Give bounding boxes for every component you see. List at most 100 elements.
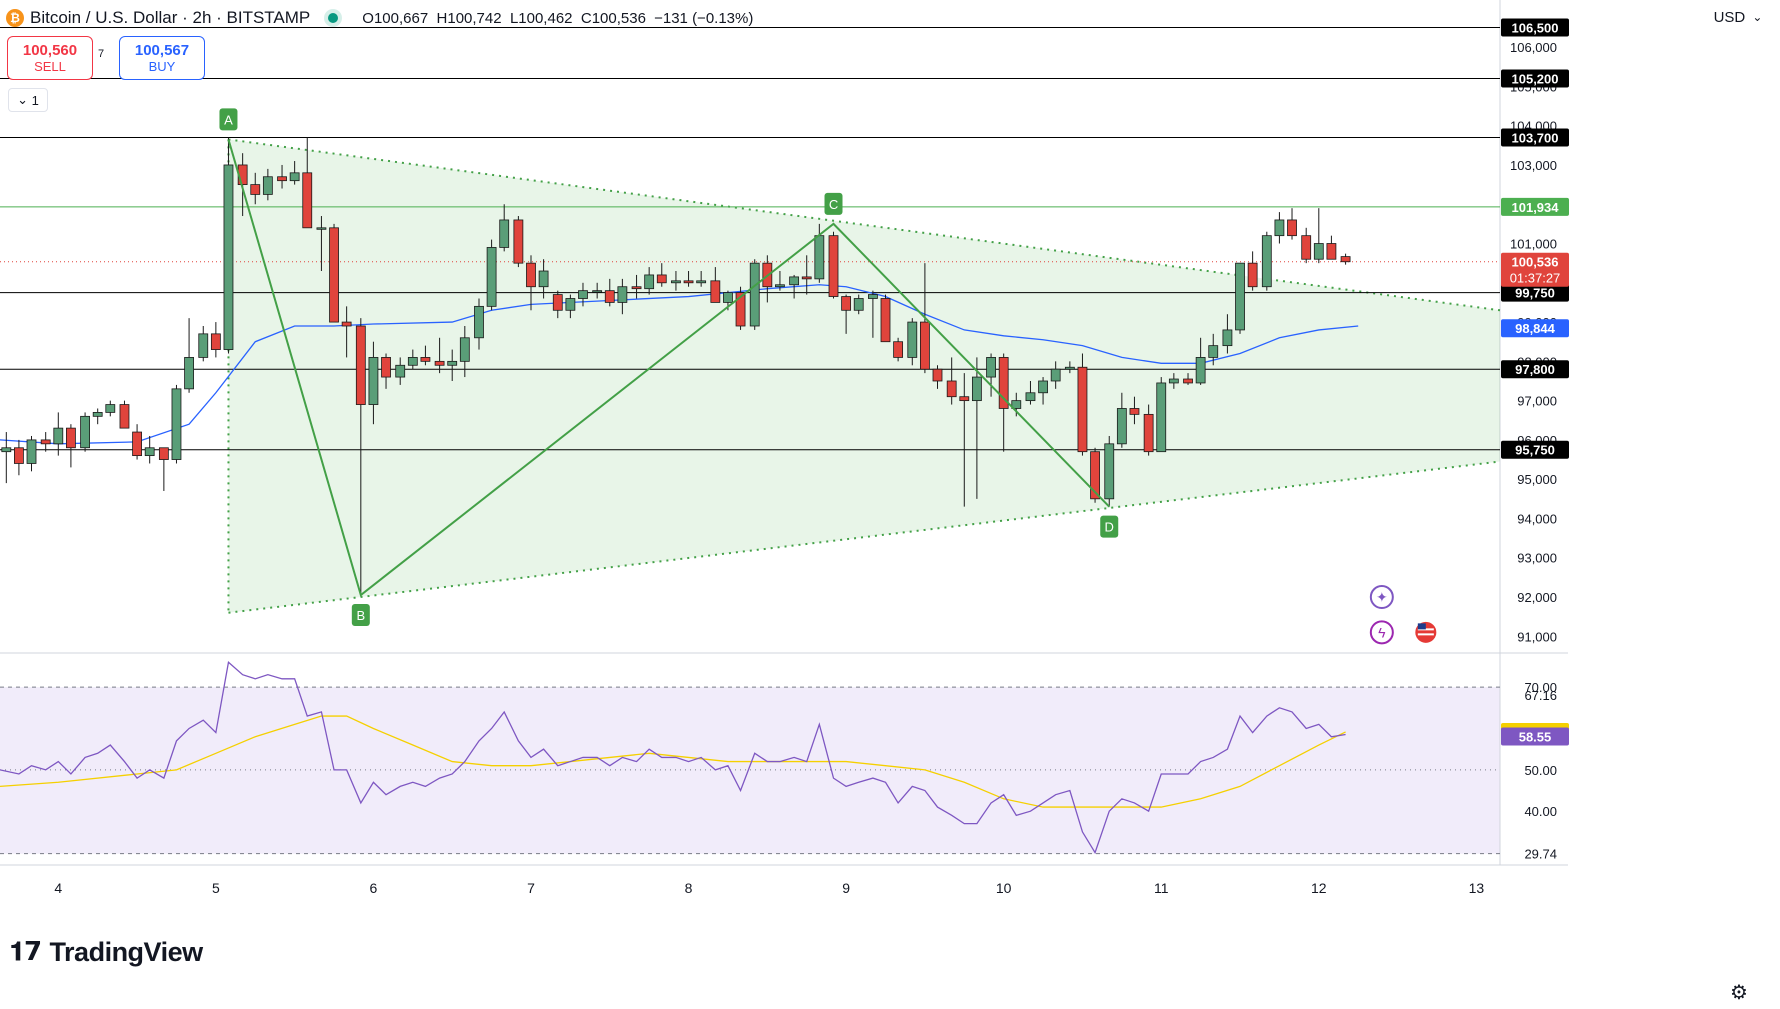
candle[interactable] [66,427,76,449]
candle[interactable] [1077,366,1088,453]
candle[interactable] [1090,451,1100,500]
candle[interactable] [696,280,707,284]
candle[interactable] [486,247,497,307]
candle[interactable] [1247,262,1258,288]
candle[interactable] [132,431,142,457]
candle[interactable] [789,276,800,286]
candle[interactable] [814,235,825,280]
candle[interactable] [1222,329,1233,347]
candle[interactable] [1143,413,1154,453]
candle[interactable] [932,368,943,382]
candle[interactable] [513,219,524,264]
candle[interactable] [749,262,760,327]
candle[interactable] [119,404,130,429]
candle[interactable] [184,357,194,390]
candle[interactable] [1050,368,1061,382]
pattern-point-d-badge[interactable] [1100,515,1119,538]
gear-icon[interactable]: ⚙ [1730,982,1748,1004]
candle[interactable] [92,412,103,417]
candle[interactable] [250,184,261,195]
candle[interactable] [578,290,588,299]
candle[interactable] [14,447,24,464]
candle[interactable] [210,333,221,350]
candle[interactable] [853,298,864,311]
candle[interactable] [880,298,891,343]
candle[interactable] [395,364,406,378]
candle[interactable] [407,357,418,366]
candle[interactable] [1011,400,1022,409]
candle[interactable] [828,235,839,297]
candle[interactable] [946,380,957,398]
candle[interactable] [1,447,12,453]
candle[interactable] [538,270,549,288]
candle[interactable] [592,290,603,293]
candle[interactable] [1301,235,1312,260]
moving-average-line[interactable] [0,284,1359,445]
candle[interactable] [919,321,930,370]
candle[interactable] [998,357,1009,409]
candle[interactable] [105,404,116,413]
candle[interactable] [671,280,681,284]
candle[interactable] [420,357,431,362]
candle[interactable] [1116,408,1127,445]
candle[interactable] [434,360,445,366]
candle[interactable] [1326,243,1337,260]
sparkle-icon[interactable] [1369,585,1394,610]
candle[interactable] [683,280,694,284]
candle[interactable] [775,284,785,288]
lightning-icon[interactable] [1369,620,1394,645]
rsi-ma-line[interactable] [0,715,1346,808]
candle[interactable] [53,427,64,445]
candle[interactable] [381,357,391,378]
buy-button[interactable]: 100,567 BUY [119,36,205,80]
candle[interactable] [1038,380,1048,394]
candle[interactable] [1261,235,1272,288]
candle[interactable] [867,294,878,299]
candle[interactable] [198,333,209,358]
candle[interactable] [329,227,339,323]
candle[interactable] [971,376,982,402]
candle[interactable] [1025,392,1036,402]
candle[interactable] [368,357,379,405]
candle[interactable] [1064,366,1075,370]
candle[interactable] [907,321,918,358]
pattern-point-c-badge[interactable] [824,192,843,215]
candle[interactable] [171,388,182,460]
candle[interactable] [447,360,458,366]
candle[interactable] [552,294,563,311]
candle[interactable] [735,292,746,327]
candle[interactable] [1208,345,1219,358]
candle[interactable] [617,286,628,303]
indicators-collapse-button[interactable]: ⌄ 1 [8,88,48,112]
candle[interactable] [474,305,484,339]
candle[interactable] [893,341,904,358]
candle[interactable] [1183,378,1193,384]
candle[interactable] [302,172,313,229]
candle[interactable] [959,396,970,402]
candle[interactable] [565,298,576,311]
candle[interactable] [1104,443,1115,500]
candle[interactable] [1235,262,1245,331]
candle[interactable] [355,325,366,405]
candle[interactable] [26,439,37,464]
pattern-point-a-badge[interactable] [219,108,238,131]
candle[interactable] [986,357,996,378]
candle[interactable] [158,447,169,460]
candle[interactable] [723,292,733,303]
candle[interactable] [1156,382,1167,453]
candle[interactable] [631,286,642,290]
candle[interactable] [526,262,536,288]
candle[interactable] [1274,219,1285,237]
candle[interactable] [144,447,155,457]
candle[interactable] [604,290,615,303]
candle[interactable] [1129,408,1140,415]
currency-selector[interactable]: USD ⌄ [1710,5,1766,29]
candle[interactable] [1313,243,1324,260]
abcd-pattern-line[interactable] [227,139,1110,597]
candle[interactable] [277,176,287,182]
sell-button[interactable]: 100,560 SELL [7,36,93,80]
candle[interactable] [262,176,273,195]
candle[interactable] [1168,378,1179,384]
symbol-title[interactable]: Bitcoin / U.S. Dollar · 2h · BITSTAMP [30,8,311,27]
